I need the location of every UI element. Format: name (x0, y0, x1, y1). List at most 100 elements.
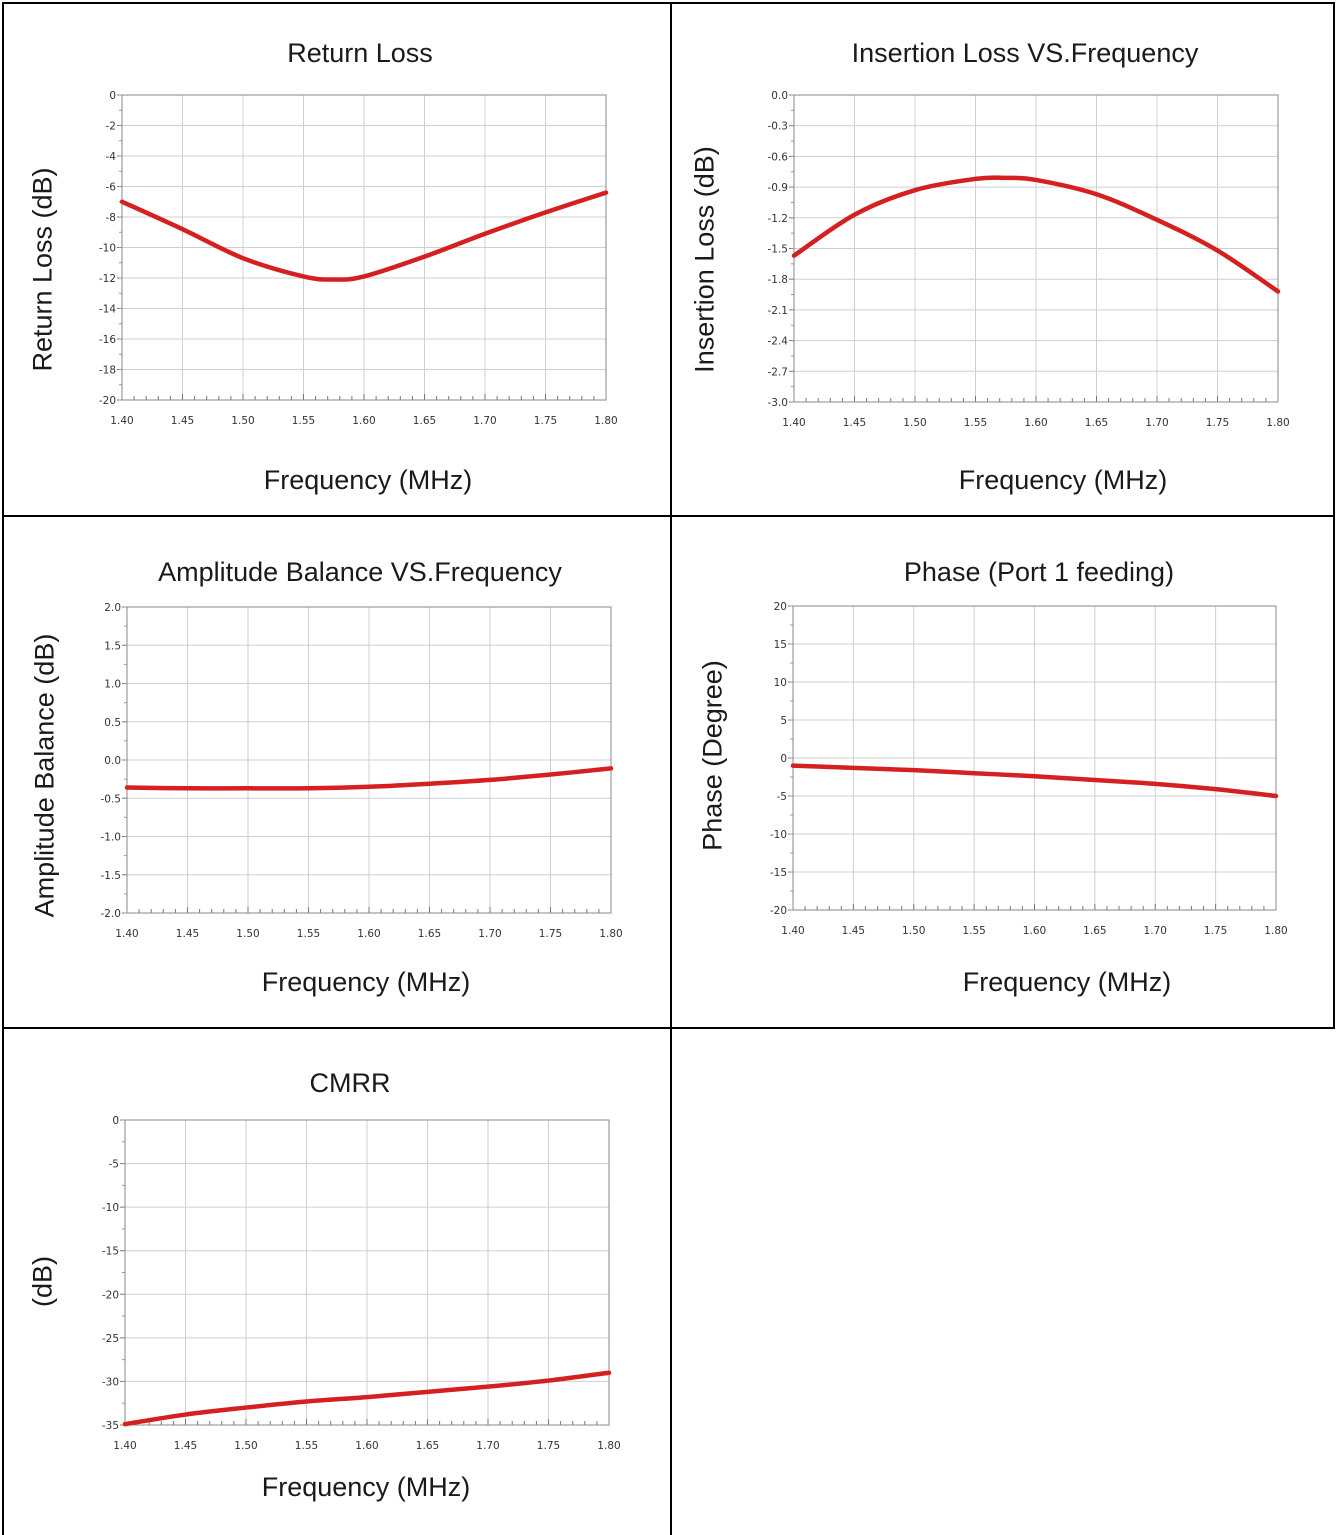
x-tick-label: 1.60 (357, 928, 380, 940)
series-line (791, 175, 1281, 294)
x-tick-label: 1.60 (1023, 925, 1046, 937)
x-tick-label: 1.75 (537, 1440, 560, 1452)
x-tick-label: 1.70 (1145, 417, 1168, 429)
y-tick-label: -15 (102, 1246, 119, 1258)
x-axis-title: Frequency (MHz) (958, 465, 1168, 495)
y-tick-label: 2.0 (104, 602, 121, 614)
y-tick-label: -18 (99, 365, 116, 377)
x-tick-label: 1.45 (174, 1440, 197, 1452)
y-tick-label: 5 (780, 715, 787, 727)
plot-area: 1.40 1.45 1.50 1.55 1.60 1.65 1.70 1.75 1.80 2.0 1… (101, 602, 623, 940)
x-tick-label: 1.40 (782, 417, 805, 429)
x-tick-label: 1.45 (843, 417, 866, 429)
x-tick-label: 1.55 (962, 925, 985, 937)
table-border-left (2, 2, 4, 1535)
x-tick-label: 1.65 (413, 415, 436, 427)
x-tick-label: 1.65 (1085, 417, 1108, 429)
y-tick-label: -12 (99, 273, 116, 285)
x-tick-label: 1.75 (534, 415, 557, 427)
y-tick-label: -1.2 (768, 213, 789, 225)
plot-frame (126, 606, 612, 914)
y-tick-label: -10 (770, 829, 787, 841)
x-tick-label: 1.65 (418, 928, 441, 940)
series-line (124, 766, 614, 791)
plot-area: 1.40 1.45 1.50 1.55 1.60 1.65 1.70 1.75 1.80 20 15… (770, 601, 1288, 937)
x-tick-label: 1.70 (476, 1440, 499, 1452)
plot-frame (121, 94, 607, 401)
x-tick-label: 1.80 (1266, 417, 1289, 429)
x-tick-label: 1.80 (1264, 925, 1287, 937)
y-tick-label: -20 (102, 1289, 119, 1301)
x-tick-label: 1.80 (594, 415, 617, 427)
y-tick-label: 10 (774, 677, 787, 689)
y-tick-label: -2.4 (768, 336, 789, 348)
x-tick-label: 1.55 (297, 928, 320, 940)
x-tick-label: 1.55 (292, 415, 315, 427)
y-tick-label: -0.5 (101, 793, 122, 805)
y-tick-label: 0 (112, 1115, 119, 1127)
x-tick-label: 1.45 (842, 925, 865, 937)
x-tick-label: 1.75 (1206, 417, 1229, 429)
y-tick-label: 0.0 (104, 755, 121, 767)
chart-title: CMRR (309, 1068, 391, 1098)
y-tick-label: -10 (102, 1202, 119, 1214)
y-tick-label: -2 (106, 121, 116, 133)
y-tick-label: -1.5 (101, 870, 122, 882)
x-tick-label: 1.75 (1204, 925, 1227, 937)
y-tick-label: 20 (774, 601, 787, 613)
x-axis-title: Frequency (MHz) (962, 967, 1172, 997)
plot-area: 1.40 1.45 1.50 1.55 1.60 1.65 1.70 1.75 1.80 0.0 -… (768, 90, 1290, 429)
y-tick-label: -35 (102, 1420, 119, 1432)
y-tick-label: -1.8 (768, 274, 789, 286)
table-border-row1 (2, 515, 1335, 517)
x-tick-label: 1.40 (110, 415, 133, 427)
x-tick-label: 1.75 (539, 928, 562, 940)
series-line (790, 763, 1279, 799)
table-border-row2 (2, 1027, 1335, 1029)
x-axis-title: Frequency (MHz) (261, 1472, 471, 1502)
y-tick-label: -1.0 (101, 832, 122, 844)
y-tick-label: -3.0 (768, 397, 789, 409)
x-tick-label: 1.60 (1024, 417, 1047, 429)
y-tick-label: -5 (109, 1159, 119, 1171)
series-line (119, 190, 609, 282)
table-border-top (2, 2, 1335, 4)
x-tick-label: 1.80 (597, 1440, 620, 1452)
y-tick-label: -14 (99, 304, 116, 316)
y-tick-label: -8 (106, 212, 116, 224)
y-tick-label: 0.0 (771, 90, 788, 102)
x-tick-label: 1.45 (171, 415, 194, 427)
y-tick-label: -0.9 (768, 182, 789, 194)
chart-title: Insertion Loss VS.Frequency (851, 38, 1199, 68)
x-tick-label: 1.60 (352, 415, 375, 427)
x-tick-label: 1.50 (903, 417, 926, 429)
x-tick-label: 1.70 (478, 928, 501, 940)
x-tick-label: 1.65 (1083, 925, 1106, 937)
chart-title: Phase (Port 1 feeding) (903, 557, 1175, 587)
x-tick-label: 1.70 (473, 415, 496, 427)
y-tick-label: -5 (777, 791, 787, 803)
y-tick-label: 1.5 (104, 640, 121, 652)
x-axis-title: Frequency (MHz) (261, 967, 471, 997)
table-border-middle-vertical (670, 2, 672, 1535)
x-tick-label: 1.65 (416, 1440, 439, 1452)
y-tick-label: -4 (106, 151, 117, 163)
plot-area: 1.40 1.45 1.50 1.55 1.60 1.65 1.70 1.75 1.80 0 -2 -… (99, 90, 618, 427)
y-tick-label: -15 (770, 867, 787, 879)
plot-frame (792, 605, 1277, 911)
x-tick-label: 1.45 (176, 928, 199, 940)
chart-title: Return Loss (287, 38, 433, 68)
y-tick-label: 0 (109, 90, 116, 102)
y-tick-label: -10 (99, 243, 116, 255)
y-tick-label: 0.5 (104, 717, 121, 729)
plot-frame (124, 1119, 610, 1426)
y-tick-label: -0.6 (768, 151, 789, 163)
y-tick-label: -2.0 (101, 908, 122, 920)
x-tick-label: 1.40 (781, 925, 804, 937)
x-tick-label: 1.50 (231, 415, 254, 427)
y-tick-label: -0.3 (768, 121, 789, 133)
x-axis-title: Frequency (MHz) (263, 465, 473, 495)
x-tick-label: 1.40 (115, 928, 138, 940)
chart-title: Amplitude Balance VS.Frequency (158, 557, 562, 587)
